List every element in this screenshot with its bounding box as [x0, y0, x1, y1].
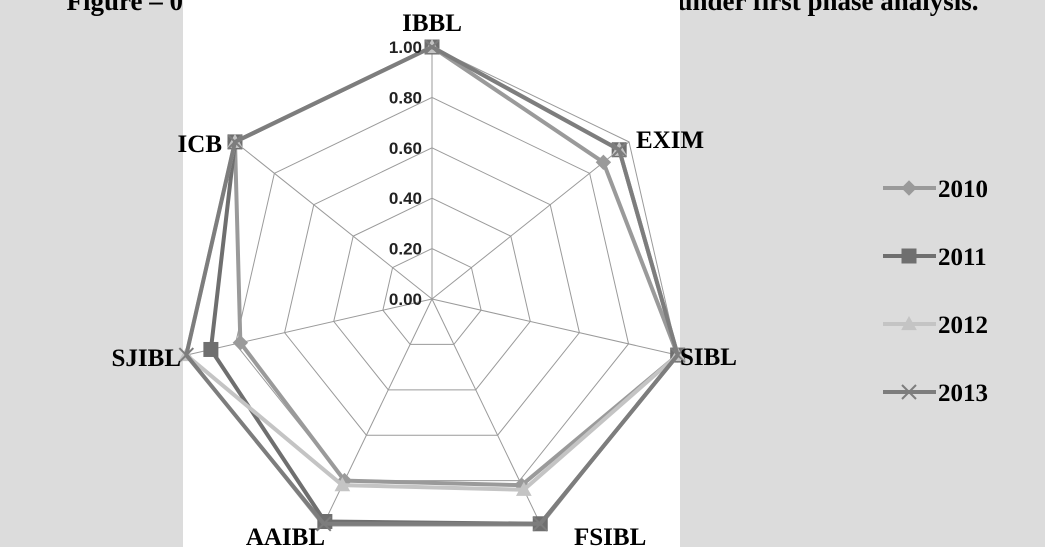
legend-label: 2013	[938, 380, 988, 407]
legend-item: 2012	[883, 312, 988, 339]
category-label: SIBL	[680, 344, 737, 371]
radial-tick-label: 1.00	[389, 38, 422, 57]
data-point-triangle	[901, 315, 917, 331]
data-point-x	[424, 39, 440, 55]
legend-item: 2013	[883, 380, 988, 407]
legend-item: 2010	[883, 176, 988, 203]
grid-spoke	[322, 298, 433, 527]
radial-tick-label: 0.20	[389, 240, 422, 259]
category-labels: IBBL EXIM SIBL FSIBL AAIBL SJIBL ICB	[112, 10, 737, 547]
legend-label: 2010	[938, 176, 988, 203]
category-label: SJIBL	[112, 345, 181, 372]
grid-spoke	[186, 298, 433, 356]
radial-tick-label: 0.80	[389, 88, 422, 107]
data-point-triangle	[334, 477, 351, 492]
category-label: IBBL	[402, 10, 462, 37]
grid-ring	[284, 147, 580, 436]
data-point-x	[532, 516, 548, 532]
data-point-x	[669, 347, 686, 363]
grid-ring	[234, 96, 630, 482]
radial-tick-labels: 0.00 0.20 0.40 0.60 0.80 1.00	[389, 38, 422, 309]
radar-series	[178, 38, 686, 532]
grid-spoke	[431, 298, 678, 356]
radial-tick-label: 0.40	[389, 189, 422, 208]
legend: 2010 2011 2012 2013	[883, 176, 988, 407]
data-point-diamond	[595, 154, 612, 171]
radar-grid	[185, 46, 679, 527]
radial-tick-label: 0.00	[389, 290, 422, 309]
data-point-diamond	[901, 180, 917, 196]
data-point-x	[316, 516, 332, 532]
series-2011	[203, 39, 686, 532]
data-point-x	[611, 142, 627, 158]
legend-label: 2011	[938, 244, 987, 271]
grid-spoke	[431, 141, 630, 300]
data-point-square	[901, 248, 917, 264]
grid-ring	[333, 197, 531, 391]
data-point-x	[178, 347, 195, 363]
grid-ring	[382, 248, 482, 345]
data-point-x	[901, 384, 917, 400]
radial-tick-label: 0.60	[389, 139, 422, 158]
data-point-square	[203, 341, 219, 357]
legend-label: 2012	[938, 312, 988, 339]
legend-item: 2011	[883, 244, 987, 271]
grid-spoke	[234, 141, 433, 300]
category-label: FSIBL	[574, 524, 646, 547]
series-line	[184, 45, 680, 526]
data-point-triangle	[515, 481, 532, 496]
series-line	[232, 45, 680, 488]
category-label: AAIBL	[246, 524, 325, 547]
category-label: EXIM	[636, 127, 704, 154]
data-point-x	[227, 134, 243, 150]
series-2013	[178, 39, 686, 532]
category-label: ICB	[178, 131, 222, 158]
series-2010	[227, 39, 686, 493]
data-point-diamond	[232, 335, 249, 351]
